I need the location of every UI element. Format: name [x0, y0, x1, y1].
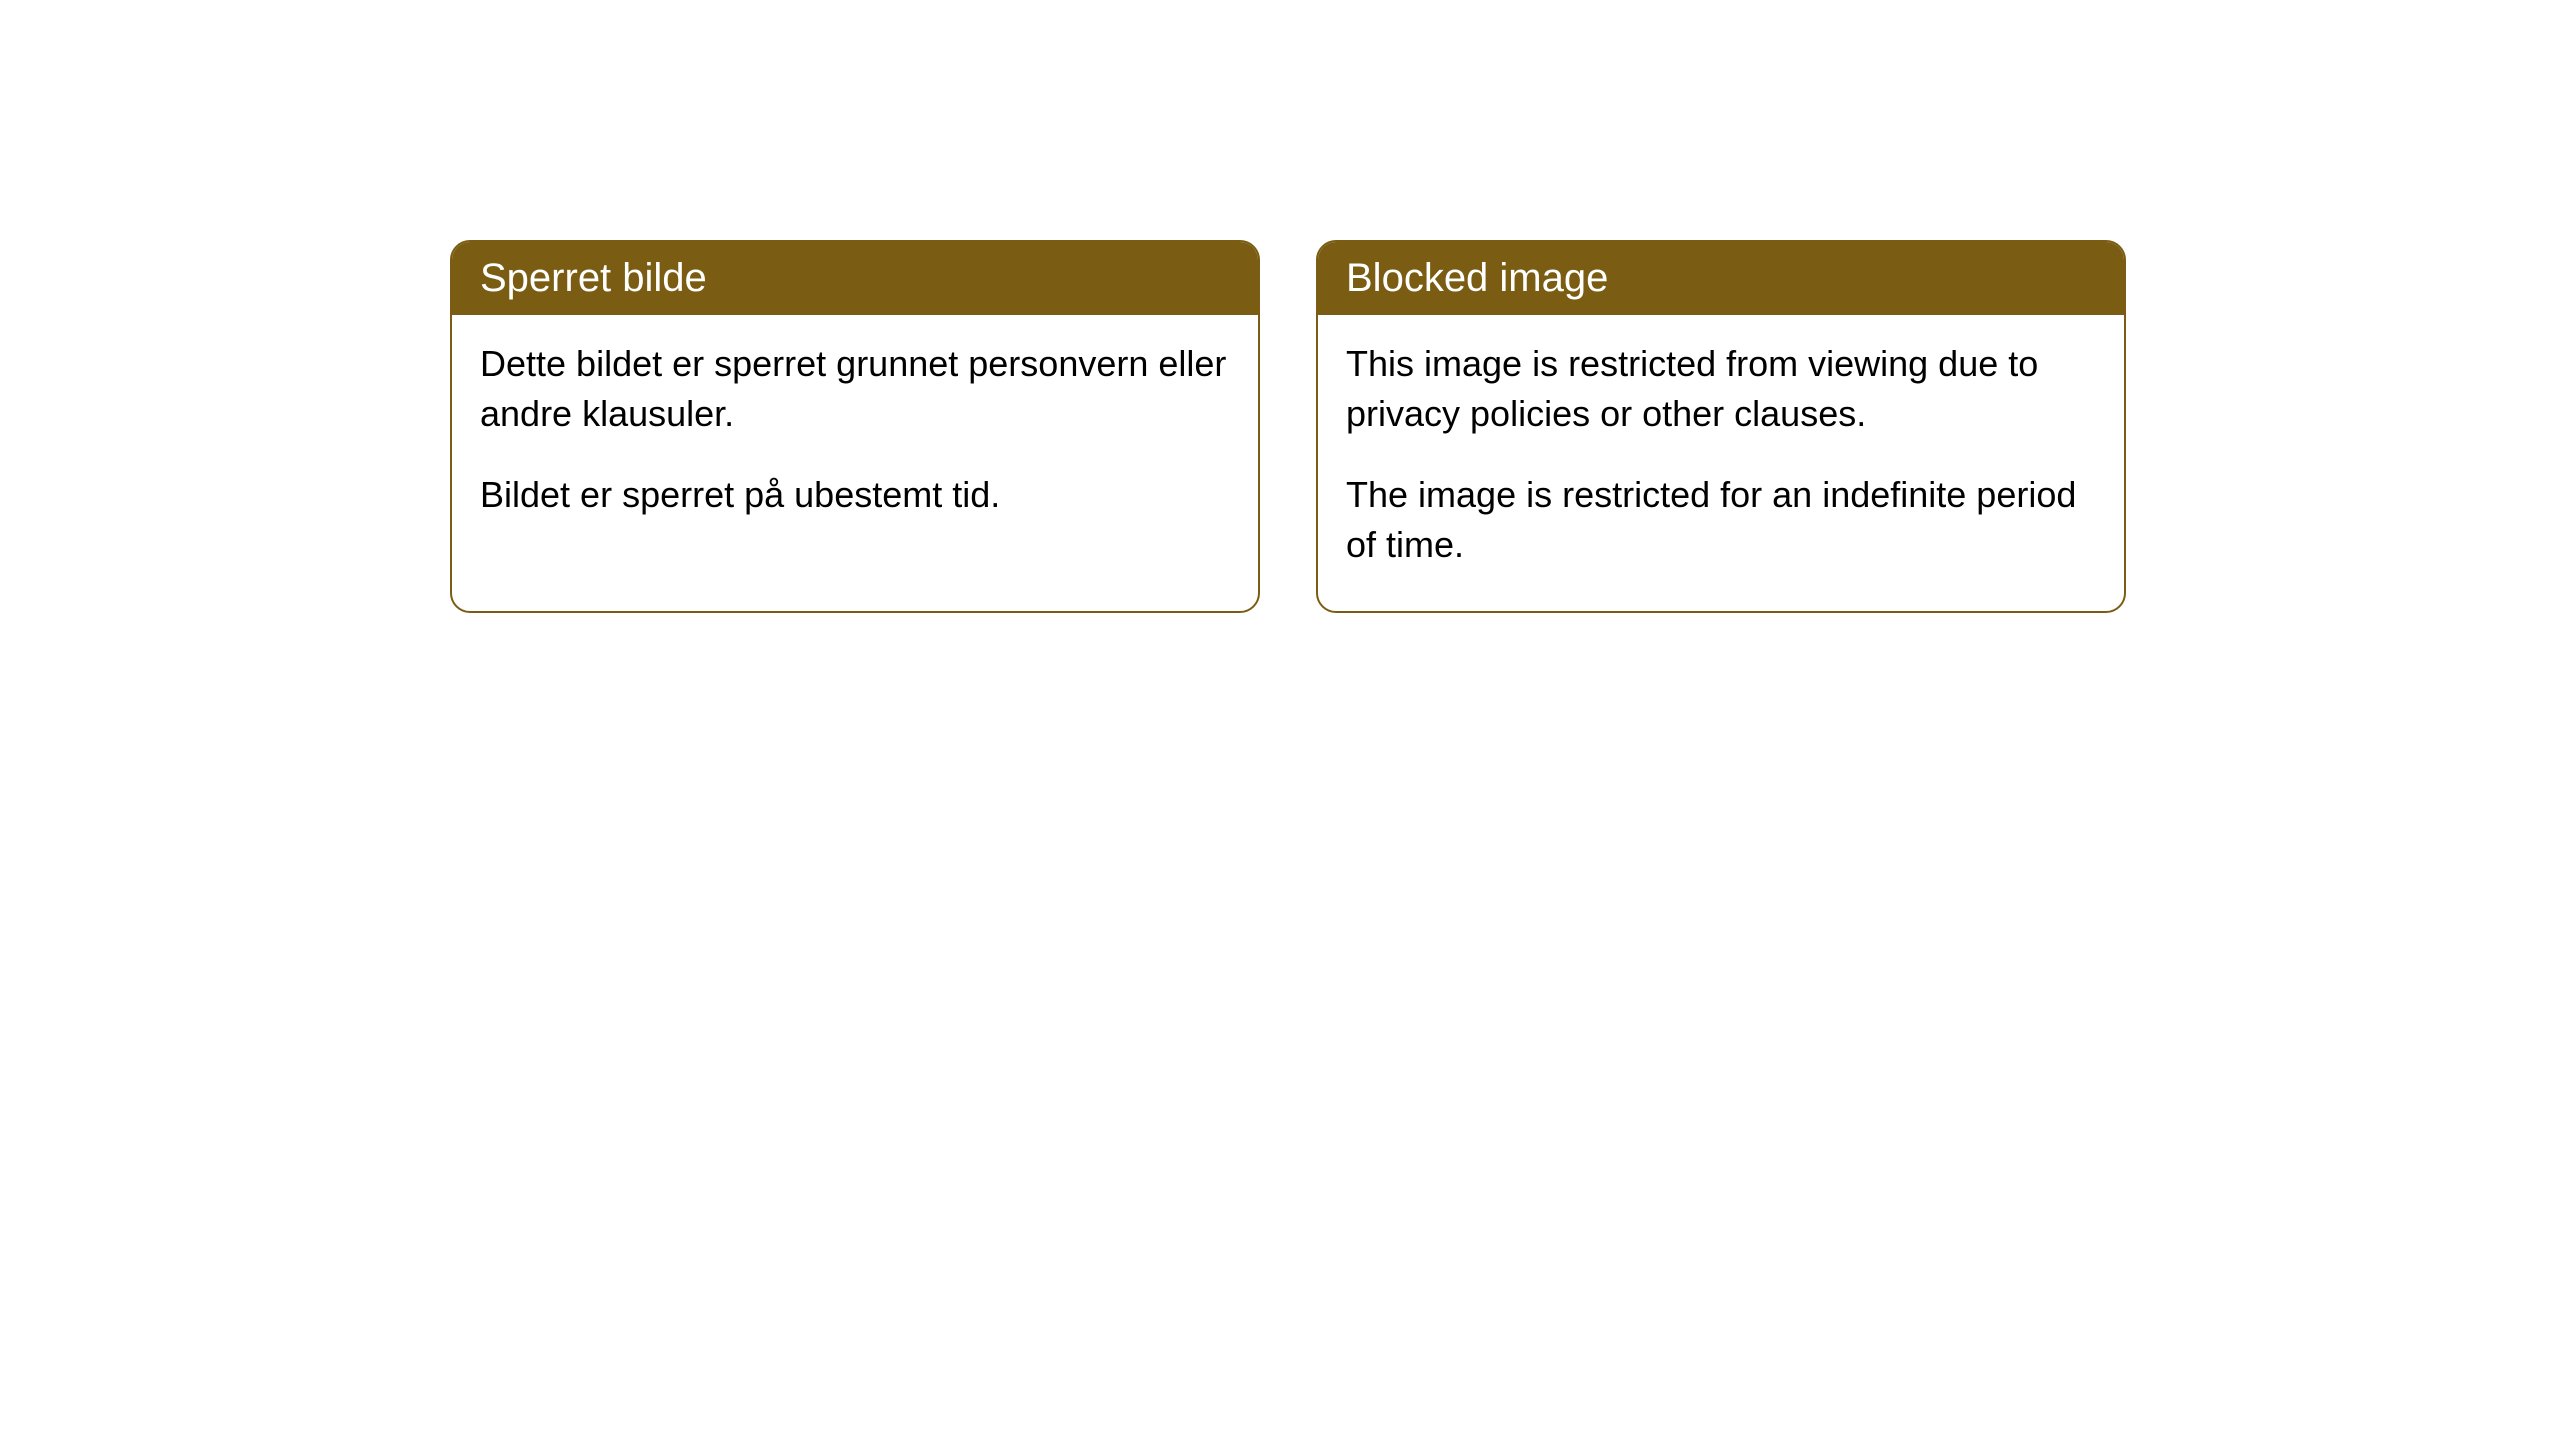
cards-container: Sperret bilde Dette bildet er sperret gr… — [450, 240, 2126, 613]
card-title-no: Sperret bilde — [452, 242, 1258, 315]
card-paragraph-2-no: Bildet er sperret på ubestemt tid. — [480, 470, 1230, 520]
card-body-no: Dette bildet er sperret grunnet personve… — [452, 315, 1258, 560]
card-title-en: Blocked image — [1318, 242, 2124, 315]
blocked-image-card-en: Blocked image This image is restricted f… — [1316, 240, 2126, 613]
card-body-en: This image is restricted from viewing du… — [1318, 315, 2124, 611]
card-paragraph-1-en: This image is restricted from viewing du… — [1346, 339, 2096, 440]
card-paragraph-2-en: The image is restricted for an indefinit… — [1346, 470, 2096, 571]
blocked-image-card-no: Sperret bilde Dette bildet er sperret gr… — [450, 240, 1260, 613]
card-paragraph-1-no: Dette bildet er sperret grunnet personve… — [480, 339, 1230, 440]
